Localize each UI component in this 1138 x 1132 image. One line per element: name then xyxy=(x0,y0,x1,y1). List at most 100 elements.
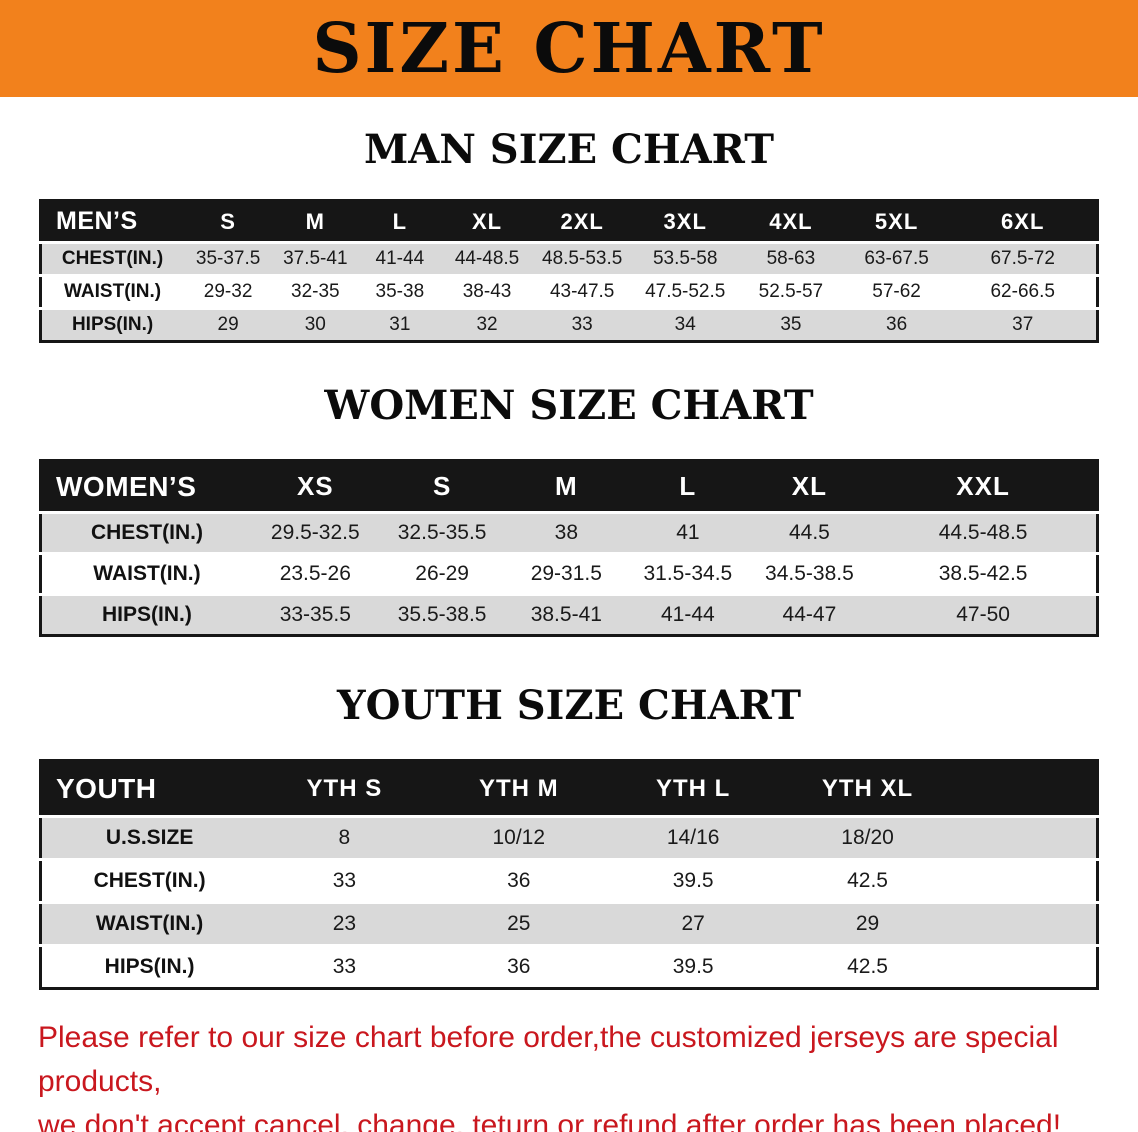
row-label-cell: WAIST(IN.) xyxy=(64,281,162,302)
value-cell: 44-48.5 xyxy=(454,248,520,269)
table-header-row: MEN’S S M L XL 2XL 3XL 4XL 5XL 6XL xyxy=(40,200,1098,243)
value-cell: 62-66.5 xyxy=(990,281,1055,302)
value-cell: 57-62 xyxy=(872,281,921,302)
youth-size-table: YOUTH YTH S YTH M YTH L YTH XL U.S.SIZE 8 10/12… xyxy=(39,759,1099,990)
value-cell: 30 xyxy=(304,314,326,335)
table-row: WAIST(IN.) 23 25 27 29 xyxy=(40,902,1098,946)
value-cell: 41-44 xyxy=(375,248,425,269)
value-cell: 18/20 xyxy=(841,826,894,849)
size-header-cell: M xyxy=(273,200,358,243)
row-label-cell: WAIST(IN.) xyxy=(95,912,204,935)
value-cell: 44.5 xyxy=(788,521,830,544)
size-header-cell: YTH S xyxy=(257,760,432,817)
value-cell: 32.5-35.5 xyxy=(397,521,487,544)
value-cell: 52.5-57 xyxy=(758,281,824,302)
value-cell: 38-43 xyxy=(462,281,512,302)
size-header-cell: L xyxy=(627,460,749,513)
filler-cell xyxy=(955,946,1098,989)
row-label-cell: CHEST(IN.) xyxy=(61,248,164,269)
value-cell: 33 xyxy=(571,314,593,335)
table-title-cell: WOMEN’S xyxy=(40,460,252,513)
value-cell: 33 xyxy=(332,869,357,892)
table-row: CHEST(IN.) 35-37.5 37.5-41 41-44 44-48.5 48.5… xyxy=(40,242,1098,276)
value-cell: 37.5-41 xyxy=(283,248,348,269)
value-cell: 25 xyxy=(507,912,531,935)
value-cell: 67.5-72 xyxy=(990,248,1055,269)
value-cell: 39.5 xyxy=(672,955,714,978)
value-cell: 34 xyxy=(674,314,696,335)
value-cell: 33 xyxy=(332,955,357,978)
size-header-cell: XL xyxy=(442,200,532,243)
table-header-row: YOUTH YTH S YTH M YTH L YTH XL xyxy=(40,760,1098,817)
notice-line-1: Please refer to our size chart before or… xyxy=(38,1021,1059,1098)
table-row: HIPS(IN.) 29 30 31 32 33 34 35 36 37 xyxy=(40,308,1098,342)
page-title: SIZE CHART xyxy=(312,8,826,89)
table-row: WAIST(IN.) 29-32 32-35 35-38 38-43 43-47.5 47.… xyxy=(40,275,1098,309)
size-header-cell: 6XL xyxy=(949,200,1098,243)
row-label-cell: CHEST(IN.) xyxy=(93,869,206,892)
banner: SIZE CHART xyxy=(0,0,1138,97)
row-label-cell: HIPS(IN.) xyxy=(102,603,192,626)
value-cell: 53.5-58 xyxy=(652,248,718,269)
value-cell: 35-37.5 xyxy=(195,248,261,269)
value-cell: 36 xyxy=(507,869,531,892)
filler-cell xyxy=(955,817,1098,860)
value-cell: 14/16 xyxy=(666,826,720,849)
size-header-cell: M xyxy=(505,460,628,513)
size-header-cell: 2XL xyxy=(531,200,633,243)
women-size-table: WOMEN’S XS S M L XL XXL CHEST(IN.) 29.5-32.5 32.5… xyxy=(39,459,1099,637)
value-cell: 36 xyxy=(507,955,531,978)
value-cell: 44.5-48.5 xyxy=(938,521,1028,544)
value-cell: 38.5-41 xyxy=(530,603,602,626)
value-cell: 43-47.5 xyxy=(549,281,615,302)
value-cell: 35.5-38.5 xyxy=(397,603,487,626)
row-label-cell: HIPS(IN.) xyxy=(104,955,195,978)
notice-line-2: we don't accept cancel, change, teturn o… xyxy=(38,1109,1062,1132)
size-header-cell: XS xyxy=(251,460,379,513)
table-row: WAIST(IN.) 23.5-26 26-29 29-31.5 31.5-34.5 34… xyxy=(40,553,1098,595)
size-header-cell: YTH XL xyxy=(780,760,955,817)
table-row: HIPS(IN.) 33 36 39.5 42.5 xyxy=(40,945,1098,989)
value-cell: 10/12 xyxy=(492,826,546,849)
size-header-cell: YTH M xyxy=(431,760,606,817)
value-cell: 35-38 xyxy=(375,281,425,302)
value-cell: 39.5 xyxy=(672,869,714,892)
table-title-cell: MEN’S xyxy=(40,200,184,243)
women-section-heading: WOMEN SIZE CHART xyxy=(324,382,814,429)
size-header-cell: S xyxy=(183,200,274,243)
value-cell: 41 xyxy=(676,521,700,544)
table-header-row: WOMEN’S XS S M L XL XXL xyxy=(40,460,1098,513)
value-cell: 34.5-38.5 xyxy=(765,562,854,585)
value-cell: 41-44 xyxy=(661,603,715,626)
table-row: HIPS(IN.) 33-35.5 35.5-38.5 38.5-41 41-44 44-… xyxy=(40,594,1098,636)
value-cell: 35 xyxy=(780,314,802,335)
value-cell: 26-29 xyxy=(415,562,469,585)
row-label-cell: HIPS(IN.) xyxy=(71,314,154,335)
value-cell: 47.5-52.5 xyxy=(645,281,726,302)
size-header-cell: S xyxy=(378,460,506,513)
value-cell: 29.5-32.5 xyxy=(270,521,360,544)
size-header-cell: 5XL xyxy=(843,200,950,243)
value-cell: 29-32 xyxy=(203,281,253,302)
value-cell: 38.5-42.5 xyxy=(938,562,1028,585)
value-cell: 63-67.5 xyxy=(864,248,929,269)
value-cell: 27 xyxy=(681,912,705,935)
size-header-cell: L xyxy=(357,200,443,243)
filler-cell xyxy=(955,860,1098,903)
value-cell: 31.5-34.5 xyxy=(643,562,733,585)
table-row: CHEST(IN.) 29.5-32.5 32.5-35.5 38 41 44.5 44.5… xyxy=(40,512,1098,554)
row-label-cell: WAIST(IN.) xyxy=(93,562,201,585)
value-cell: 23 xyxy=(332,912,357,935)
value-cell: 58-63 xyxy=(766,248,816,269)
value-cell: 48.5-53.5 xyxy=(542,248,623,269)
row-label-cell: U.S.SIZE xyxy=(105,826,194,849)
size-header-cell: 4XL xyxy=(738,200,844,243)
youth-section: YOUTH SIZE CHART YOUTH YTH S YTH M YTH L YTH… xyxy=(0,683,1138,990)
men-section-heading: MAN SIZE CHART xyxy=(364,126,774,173)
table-row: CHEST(IN.) 33 36 39.5 42.5 xyxy=(40,859,1098,903)
value-cell: 29-31.5 xyxy=(530,562,602,585)
value-cell: 31 xyxy=(389,314,411,335)
value-cell: 33-35.5 xyxy=(279,603,351,626)
size-header-cell: 3XL xyxy=(632,200,739,243)
